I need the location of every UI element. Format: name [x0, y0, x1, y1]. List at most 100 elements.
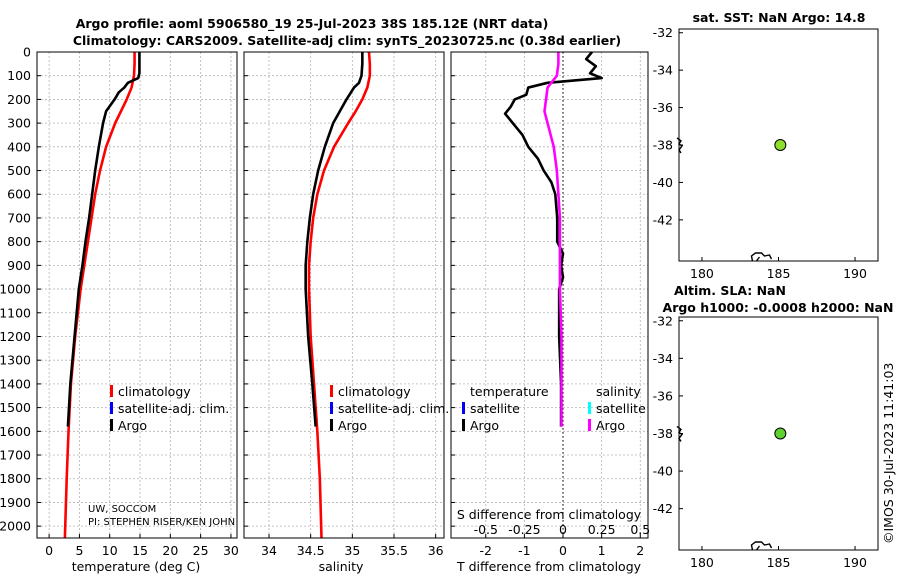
legend-argo: Argo: [338, 418, 367, 433]
legend-climatology: climatology: [338, 384, 411, 399]
y-tick-label: -38: [653, 426, 673, 441]
series-line-argo: [66, 52, 141, 427]
legend-climatology: climatology: [118, 384, 191, 399]
panel-frame: [450, 51, 649, 539]
salinity-xlabel: salinity: [319, 559, 364, 574]
legend-salinity-header: salinity: [596, 384, 641, 399]
x-tick-label: 1: [598, 543, 606, 558]
y-tick-label: 500: [7, 163, 31, 178]
argo-location-marker: [774, 427, 787, 440]
y-tick-label: 1800: [0, 471, 31, 486]
credit-stamp: ©IMOS 30-Jul-2023 11:41:03: [881, 363, 896, 544]
annotation-pi: PI: STEPHEN RISER/KEN JOHN: [88, 517, 235, 528]
x-tick-label: 10: [102, 543, 118, 558]
panel-frame: [243, 51, 445, 539]
series-line-salinity-argo: [543, 52, 563, 427]
legend-swatch-argo: [330, 419, 333, 431]
x-tick-label: 35.5: [380, 543, 408, 558]
y-tick-label: 100: [7, 68, 31, 83]
y-tick-label: 400: [7, 139, 31, 154]
legend-sal-argo: Argo: [596, 418, 625, 433]
y-tick-label: -36: [653, 100, 673, 115]
x-tick-label: 180: [690, 266, 714, 281]
legend-satellite: satellite-adj. clim.: [338, 401, 449, 416]
sst-map-title: sat. SST: NaN Argo: 14.8: [693, 10, 866, 25]
y-tick-label: 900: [7, 258, 31, 273]
y-tick-label: 1100: [0, 305, 31, 320]
y-tick-label: 200: [7, 92, 31, 107]
y-tick-label: -36: [653, 388, 673, 403]
legend-swatch-satellite: [330, 402, 333, 414]
legend-swatch-climatology: [330, 385, 333, 397]
legend-temp-argo: Argo: [470, 418, 499, 433]
x-tick-label: 190: [843, 555, 867, 570]
y-tick-label: -40: [653, 464, 673, 479]
legend-swatch-sal-satellite: [588, 402, 591, 414]
difference-toplabel: S difference from climatology: [457, 507, 642, 522]
x-tick-label: 185: [767, 555, 791, 570]
x-tick-label: 20: [162, 543, 178, 558]
salinity-legend: climatology satellite-adj. clim. Argo: [330, 384, 449, 433]
figure-title-line1: Argo profile: aoml 5906580_19 25-Jul-202…: [76, 16, 549, 32]
legend-swatch-temp-satellite: [462, 402, 465, 414]
series-line-temperature-argo: [503, 51, 603, 427]
difference-panel: -2 -1 0 1 2 -0.5 -0.25 0 0.25 0.5: [450, 51, 650, 558]
y-tick-label: 600: [7, 187, 31, 202]
annotation-institution: UW, SOCCOM: [88, 504, 156, 515]
y-tick-label: 1400: [0, 376, 31, 391]
legend-swatch-sal-argo: [588, 419, 591, 431]
x-tick-label: 180: [690, 555, 714, 570]
y-tick-label: 1200: [0, 329, 31, 344]
x-tick-label: 34: [261, 543, 277, 558]
panel-frame: [36, 51, 238, 539]
series-line-argo: [304, 52, 364, 427]
sla-map-title-line2: Argo h1000: -0.0008 h2000: NaN: [663, 300, 894, 315]
legend-temperature-header: temperature: [470, 384, 549, 399]
sla-map-title-line1: Altim. SLA: NaN: [674, 283, 786, 298]
temperature-xlabel: temperature (deg C): [72, 559, 201, 574]
x-tick-label: 2: [636, 543, 644, 558]
x-tick-label: 34.5: [297, 543, 325, 558]
legend-swatch-climatology: [110, 385, 113, 397]
legend-swatch-satellite: [110, 402, 113, 414]
coastline-south: [750, 541, 773, 551]
y-tick-label: 1300: [0, 353, 31, 368]
legend-swatch-argo: [110, 419, 113, 431]
y-tick-label: -32: [653, 313, 673, 328]
y-tick-label: 700: [7, 210, 31, 225]
y-tick-label: -42: [653, 501, 673, 516]
y-tick-label: 1600: [0, 424, 31, 439]
y-tick-label: -38: [653, 138, 673, 153]
x-tick-label: 25: [193, 543, 209, 558]
sla-map-panel: -32 -34 -36 -38 -40 -42 180 185 190: [653, 313, 879, 570]
y-tick-label: -34: [653, 351, 673, 366]
temperature-panel: 0 5 10 15 20 25 300100200300400500600700800900…: [0, 45, 239, 559]
top-tick-label: -0.25: [508, 522, 540, 537]
series-line-climatology: [63, 52, 136, 539]
x-tick-label: 15: [132, 543, 148, 558]
legend-satellite: satellite-adj. clim.: [118, 401, 229, 416]
difference-legend-temperature: temperature satellite Argo: [462, 384, 549, 433]
legend-swatch-temp-argo: [462, 419, 465, 431]
sst-map-panel: -32 -34 -36 -38 -40 -42 180 185 190: [653, 25, 879, 281]
y-tick-label: 800: [7, 234, 31, 249]
y-tick-label: -34: [653, 63, 673, 78]
y-tick-label: -40: [653, 175, 673, 190]
y-tick-label: 300: [7, 116, 31, 131]
top-tick-label: 0.5: [630, 522, 650, 537]
temperature-legend: climatology satellite-adj. clim. Argo: [110, 384, 229, 433]
y-tick-label: 2000: [0, 519, 31, 534]
coastline-south: [750, 252, 773, 262]
legend-sal-satellite: satellite: [596, 401, 646, 416]
x-tick-label: -1: [518, 543, 530, 558]
y-tick-label: 1500: [0, 400, 31, 415]
x-tick-label: -2: [480, 543, 492, 558]
map-frame: [678, 316, 879, 551]
difference-legend-salinity: salinity satellite Argo: [588, 384, 646, 433]
x-tick-label: 185: [767, 266, 791, 281]
y-tick-label: -42: [653, 212, 673, 227]
x-tick-label: 0: [559, 543, 567, 558]
map-frame: [678, 28, 879, 262]
x-tick-label: 30: [223, 543, 239, 558]
